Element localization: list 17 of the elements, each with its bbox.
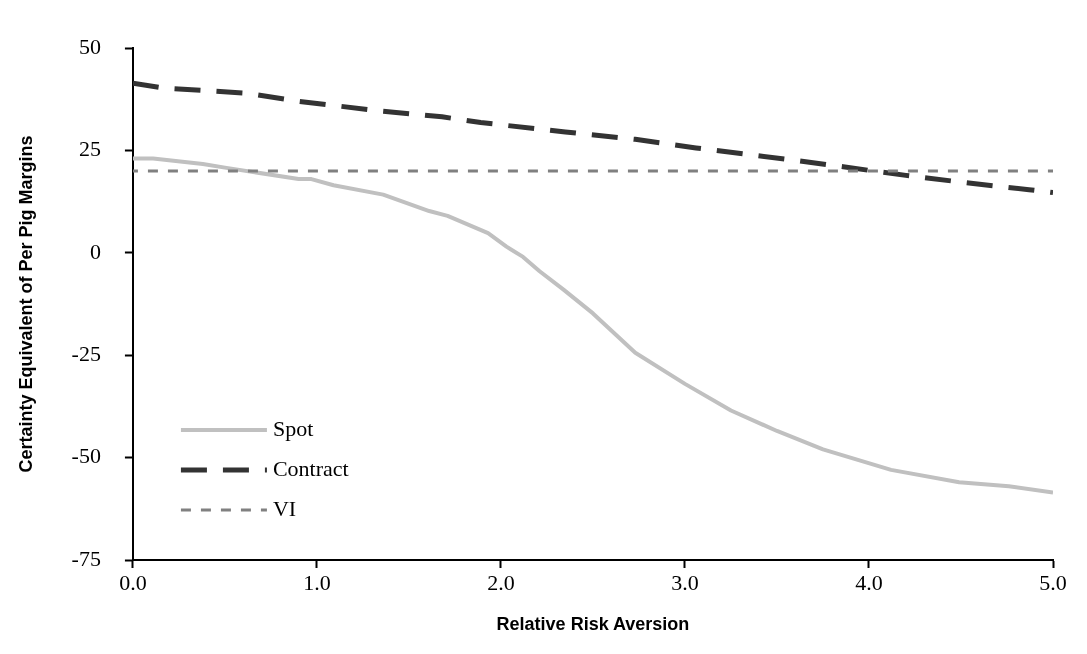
legend-label: Spot [272,415,314,441]
y-tick-label: -25 [71,340,101,366]
legend-label: Contract [272,455,349,481]
x-tick-label: 5.0 [1039,569,1067,595]
x-tick-label: 3.0 [671,569,699,595]
y-tick-label: -50 [71,443,101,469]
y-tick-label: 50 [78,33,101,59]
x-tick-label: 4.0 [855,569,883,595]
x-tick-label: 0.0 [119,569,147,595]
y-axis-title: Certainty Equivalent of Per Pig Margins [15,135,36,473]
y-tick-label: -75 [71,545,101,571]
x-tick-label: 2.0 [487,569,515,595]
y-tick-label: 0 [89,238,101,264]
y-tick-label: 25 [78,136,101,162]
legend-label: VI [272,495,297,521]
x-axis-title: Relative Risk Aversion [496,614,690,635]
x-tick-label: 1.0 [303,569,331,595]
